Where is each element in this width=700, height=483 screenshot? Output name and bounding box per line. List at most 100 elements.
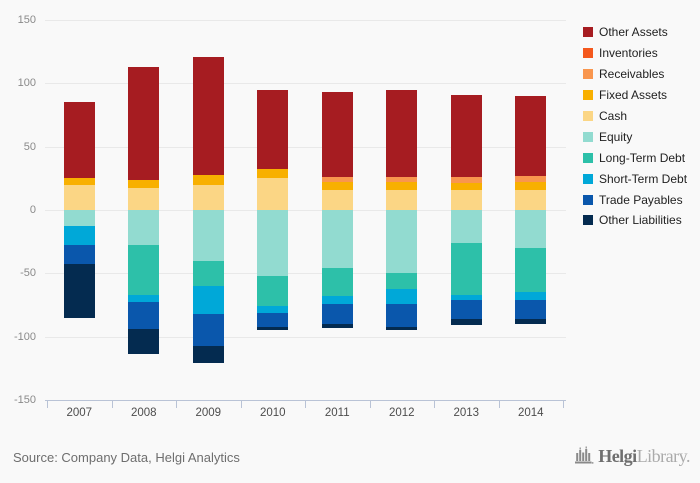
bar-segment[interactable] — [386, 210, 418, 274]
legend-item[interactable]: Cash — [583, 106, 687, 127]
bar-segment[interactable] — [192, 313, 224, 346]
bar-segment[interactable] — [386, 326, 418, 331]
bar-segment[interactable] — [450, 177, 482, 184]
bar-segment[interactable] — [515, 175, 547, 183]
gridline — [45, 210, 566, 211]
bar-segment[interactable] — [257, 210, 289, 276]
bar-segment[interactable] — [386, 177, 418, 183]
legend-label: Trade Payables — [599, 192, 683, 207]
bar-segment[interactable] — [386, 89, 418, 178]
gridline — [45, 336, 566, 338]
x-axis-tick — [47, 400, 48, 408]
bar-segment[interactable] — [515, 292, 547, 300]
legend-label: Short-Term Debt — [599, 171, 688, 186]
legend-swatch — [583, 152, 593, 163]
legend-swatch — [583, 69, 593, 80]
bar-segment[interactable] — [128, 294, 160, 303]
bar-segment[interactable] — [192, 345, 224, 364]
bar-segment[interactable] — [257, 275, 289, 307]
bar-segment[interactable] — [128, 302, 160, 330]
bar-segment[interactable] — [192, 210, 224, 261]
bar-segment[interactable] — [192, 286, 224, 314]
legend-item[interactable]: Other Liabilities — [583, 210, 687, 231]
gridline — [45, 20, 566, 21]
y-axis-tick-label: 100 — [17, 77, 36, 90]
bar-segment[interactable] — [515, 318, 547, 324]
bar-segment[interactable] — [63, 264, 95, 318]
bar-segment[interactable] — [515, 189, 547, 210]
bar-segment[interactable] — [450, 299, 482, 319]
legend-swatch — [583, 27, 593, 38]
bar-segment[interactable] — [450, 189, 482, 210]
bar-segment[interactable] — [321, 296, 353, 304]
bar-segment[interactable] — [515, 248, 547, 293]
bar-segment[interactable] — [128, 210, 160, 246]
bar-segment[interactable] — [515, 182, 547, 190]
bar-segment[interactable] — [321, 189, 353, 210]
x-axis-tick-label: 2009 — [195, 407, 222, 419]
bar-segment[interactable] — [450, 294, 482, 300]
y-axis-tick-label: -150 — [13, 394, 36, 406]
bar-segment[interactable] — [257, 178, 289, 210]
helgi-library-logo[interactable]: Helgi Library. — [574, 445, 691, 467]
bar-segment[interactable] — [192, 174, 224, 185]
legend-item[interactable]: Trade Payables — [583, 189, 687, 210]
bar-segment[interactable] — [192, 56, 224, 175]
bar-segment[interactable] — [257, 306, 289, 313]
bar-segment[interactable] — [321, 210, 353, 269]
bar-segment[interactable] — [321, 324, 353, 328]
bar-segment[interactable] — [450, 242, 482, 295]
bar-segment[interactable] — [515, 96, 547, 176]
bar-segment[interactable] — [386, 182, 418, 190]
logo-text-helgi: Helgi — [598, 446, 637, 466]
bar-segment[interactable] — [192, 260, 224, 286]
bar-segment[interactable] — [192, 184, 224, 210]
bar-segment[interactable] — [321, 92, 353, 178]
bar-segment[interactable] — [63, 184, 95, 210]
bar-segment[interactable] — [386, 189, 418, 210]
bar-segment[interactable] — [515, 210, 547, 248]
legend-item[interactable]: Equity — [583, 126, 687, 147]
bar-segment[interactable] — [128, 179, 160, 189]
legend-swatch — [583, 111, 593, 121]
bar-segment[interactable] — [321, 182, 353, 190]
chart-footer: Source: Company Data, Helgi Analytics He… — [0, 435, 700, 483]
bar-segment[interactable] — [63, 226, 95, 246]
x-axis-tick-label: 2014 — [517, 407, 544, 419]
y-axis-tick-label: -100 — [13, 330, 36, 343]
bar-segment[interactable] — [450, 183, 482, 190]
legend-item[interactable]: Inventories — [583, 43, 687, 64]
bar-segment[interactable] — [63, 102, 95, 179]
bar-segment[interactable] — [386, 288, 418, 304]
bar-segment[interactable] — [63, 178, 95, 185]
bar-segment[interactable] — [128, 66, 160, 180]
legend-label: Fixed Assets — [599, 88, 668, 103]
bar-segment[interactable] — [321, 268, 353, 297]
bar-segment[interactable] — [515, 299, 547, 319]
castle-icon — [575, 446, 594, 464]
bar-segment[interactable] — [63, 210, 95, 227]
bar-segment[interactable] — [63, 245, 95, 265]
bar-segment[interactable] — [257, 169, 289, 179]
legend-item[interactable]: Short-Term Debt — [583, 168, 687, 189]
bar-segment[interactable] — [386, 303, 418, 327]
bar-segment[interactable] — [257, 312, 289, 327]
bar-segment[interactable] — [257, 89, 289, 170]
bar-segment[interactable] — [321, 177, 353, 183]
legend-item[interactable]: Fixed Assets — [583, 85, 687, 106]
bar-segment[interactable] — [450, 94, 482, 178]
legend-item[interactable]: Receivables — [583, 64, 687, 85]
bar-segment[interactable] — [128, 188, 160, 210]
legend-item[interactable]: Other Assets — [583, 22, 687, 43]
bar-segment[interactable] — [128, 329, 160, 355]
bar-segment[interactable] — [257, 326, 289, 331]
x-axis-tick-label: 2007 — [66, 407, 93, 419]
bar-segment[interactable] — [321, 303, 353, 324]
bar-segment[interactable] — [450, 318, 482, 326]
bar-segment[interactable] — [450, 210, 482, 243]
legend-label: Inventories — [599, 46, 658, 61]
bar-segment[interactable] — [128, 245, 160, 295]
bar-segment[interactable] — [386, 273, 418, 289]
legend-item[interactable]: Long-Term Debt — [583, 147, 687, 168]
